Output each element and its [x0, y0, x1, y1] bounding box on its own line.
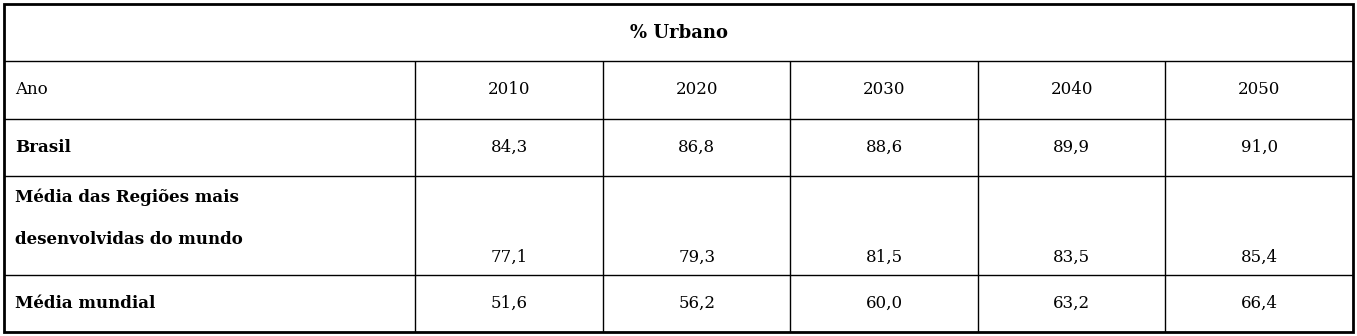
Text: 88,6: 88,6 — [866, 139, 902, 156]
Text: 89,9: 89,9 — [1053, 139, 1090, 156]
Text: 81,5: 81,5 — [866, 248, 902, 265]
Text: 77,1: 77,1 — [491, 248, 528, 265]
Text: 2020: 2020 — [676, 81, 718, 98]
Text: desenvolvidas do mundo: desenvolvidas do mundo — [15, 230, 243, 248]
Text: Média das Regiões mais: Média das Regiões mais — [15, 189, 239, 206]
Text: 66,4: 66,4 — [1240, 295, 1278, 312]
Text: 91,0: 91,0 — [1240, 139, 1278, 156]
Text: 83,5: 83,5 — [1053, 248, 1090, 265]
Text: 2010: 2010 — [489, 81, 531, 98]
Text: 2040: 2040 — [1050, 81, 1092, 98]
Text: Ano: Ano — [15, 81, 47, 98]
Text: 51,6: 51,6 — [491, 295, 528, 312]
Text: 56,2: 56,2 — [678, 295, 715, 312]
Text: 85,4: 85,4 — [1240, 248, 1278, 265]
Text: Média mundial: Média mundial — [15, 295, 155, 312]
Text: 2030: 2030 — [863, 81, 905, 98]
Text: % Urbano: % Urbano — [630, 24, 727, 42]
Text: 63,2: 63,2 — [1053, 295, 1090, 312]
Text: 79,3: 79,3 — [678, 248, 715, 265]
Text: 60,0: 60,0 — [866, 295, 902, 312]
Text: Brasil: Brasil — [15, 139, 71, 156]
Text: 84,3: 84,3 — [491, 139, 528, 156]
Text: 2050: 2050 — [1238, 81, 1281, 98]
Text: 86,8: 86,8 — [678, 139, 715, 156]
